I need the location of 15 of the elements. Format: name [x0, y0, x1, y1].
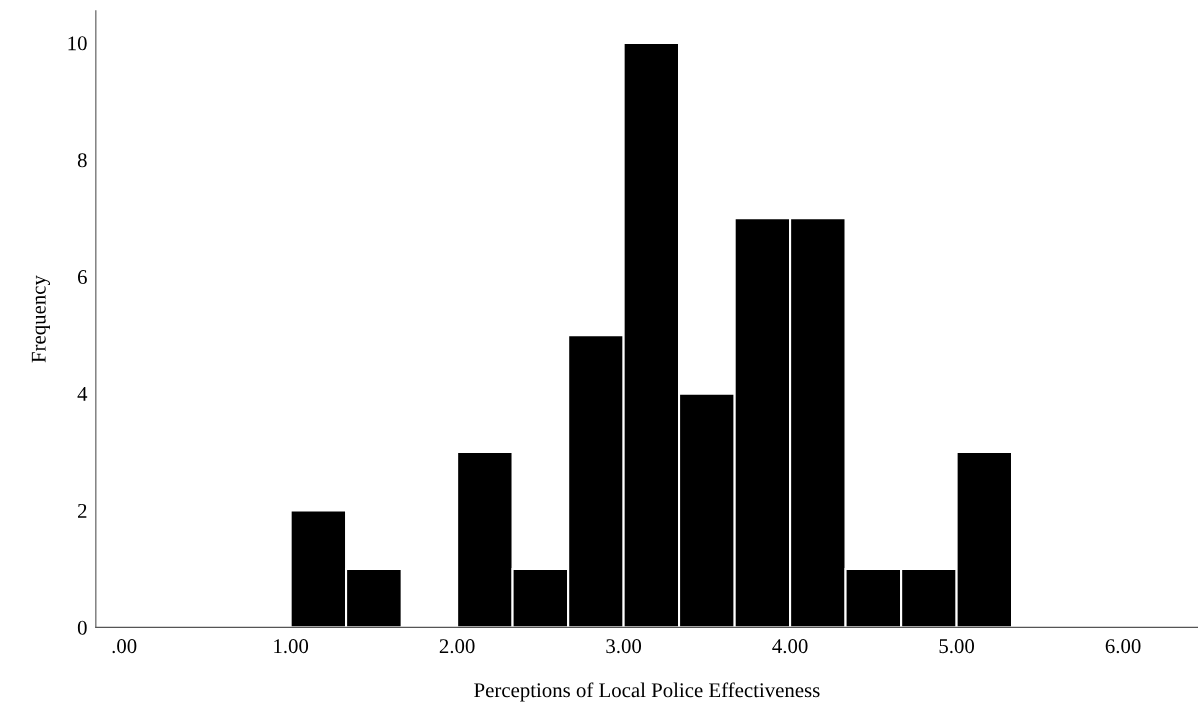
x-tick-label: 4.00 — [772, 639, 808, 654]
y-tick-label: 6 — [77, 270, 87, 285]
x-tick-label: 5.00 — [939, 639, 975, 654]
y-tick-label: 10 — [68, 36, 87, 51]
y-tick-label: 2 — [78, 503, 87, 518]
x-tick-label: 2.00 — [439, 639, 475, 654]
x-tick-label: 1.00 — [274, 639, 309, 654]
x-tick-label: 6.00 — [1105, 639, 1141, 654]
x-tick-label: .00 — [112, 639, 137, 654]
x-axis-title: Perceptions of Local Police Effectiveness — [474, 682, 820, 702]
y-tick-label: 4 — [77, 387, 88, 401]
x-tick-label: 3.00 — [606, 639, 642, 654]
y-tick-label: 8 — [77, 153, 87, 168]
y-axis-title: Frequency — [31, 275, 51, 363]
y-tick-label: 0 — [77, 620, 87, 635]
